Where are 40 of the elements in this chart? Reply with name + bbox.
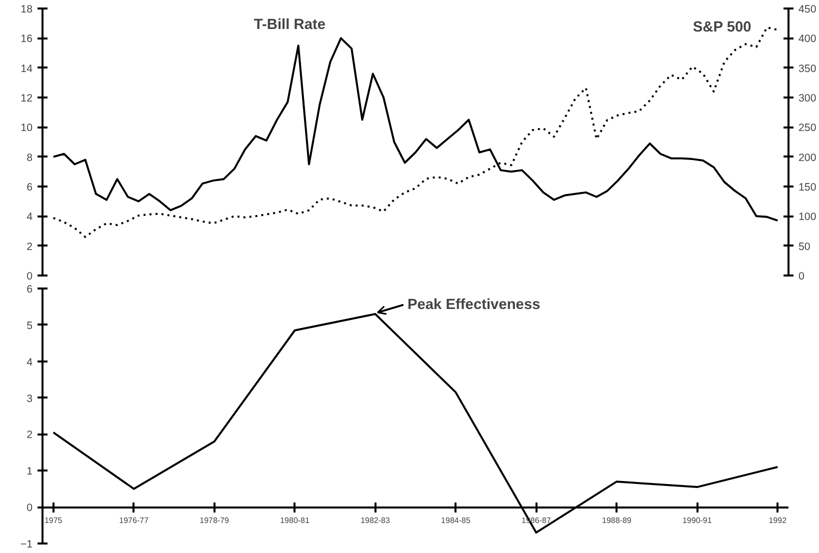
y2-tick-label: 350 [798,62,816,75]
y-tick-label: 1 [26,466,33,478]
x-tick-label: 1982-83 [360,516,390,526]
y-tick-label: 18 [20,4,33,16]
x-tick-label: 1980-81 [280,516,310,526]
y-tick-label: 4 [26,211,33,224]
y2-tick-label: 100 [798,211,816,224]
y-tick-label: 16 [20,33,33,46]
y-tick-label: 3 [26,392,33,405]
series-label: S&P 500 [692,19,752,36]
y2-tick-label: 450 [798,4,816,16]
y-tick-label: 0 [26,270,33,282]
annotation: Peak Effectiveness [407,296,540,313]
y-tick-label: 12 [20,92,33,104]
y-tick-label: 2 [26,240,33,253]
x-tick-label: 1988-89 [602,516,632,526]
y2-tick-label: 50 [798,240,810,253]
y2-tick-label: 300 [798,92,816,104]
y2-tick-label: 150 [798,182,816,194]
x-tick-label: 1975 [44,516,63,526]
y-tick-label: 6 [26,182,33,194]
x-tick-label: 1976-77 [119,516,150,526]
y2-tick-label: 200 [798,152,816,164]
series-label: T-Bill Rate [254,16,326,33]
x-tick-label: 1984-85 [441,516,471,526]
y-tick-label: 5 [26,320,33,332]
x-tick-label: 1978-79 [200,516,230,526]
y-tick-label: −1 [20,538,33,550]
x-tick-label: 1990-91 [682,516,712,526]
y-tick-label: 10 [20,122,33,134]
y2-tick-label: 0 [798,270,804,282]
y-tick-label: 14 [20,62,33,75]
y-tick-label: 0 [26,502,33,514]
y2-tick-label: 250 [798,122,816,134]
y-tick-label: 6 [26,284,33,296]
y-tick-label: 2 [26,429,33,442]
y-tick-label: 8 [26,152,33,164]
y-tick-label: 4 [26,356,33,368]
y2-tick-label: 400 [798,33,816,46]
x-tick-label: 1992 [768,516,788,526]
